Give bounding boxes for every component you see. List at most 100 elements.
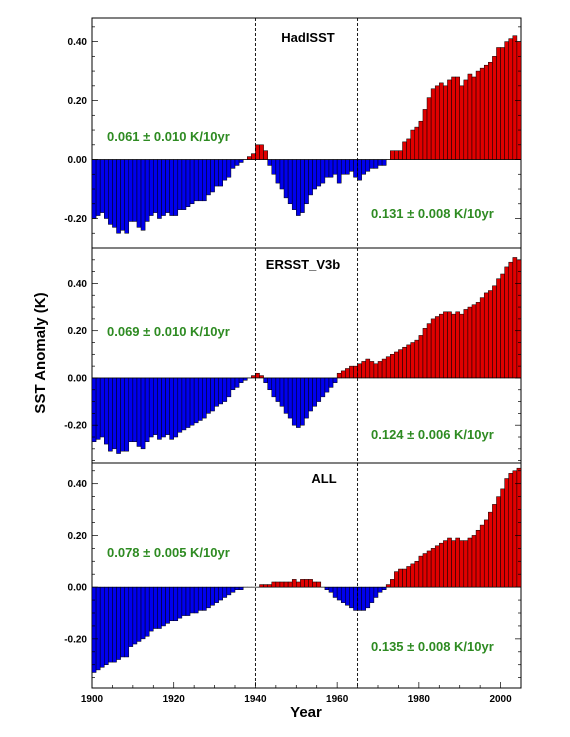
bar <box>459 313 465 379</box>
bar <box>455 311 460 379</box>
bar <box>206 377 211 414</box>
bar <box>463 309 469 379</box>
bar <box>165 159 170 213</box>
bar <box>512 470 518 588</box>
bar <box>255 144 260 160</box>
bar <box>242 377 248 381</box>
bar <box>340 370 346 379</box>
bar <box>406 138 411 160</box>
bar <box>271 159 277 175</box>
bar <box>238 586 244 590</box>
bar <box>488 61 493 160</box>
bar <box>173 159 179 216</box>
bar <box>271 377 277 398</box>
bar <box>475 302 481 379</box>
y-tick-label: 0.40 <box>68 479 88 490</box>
bar <box>504 266 510 379</box>
bar <box>455 537 460 588</box>
bar <box>214 586 219 603</box>
panel-hadisst-title: HadISST <box>281 30 335 45</box>
bar <box>173 377 179 438</box>
bar <box>349 365 354 379</box>
bar <box>373 363 379 379</box>
bar <box>165 586 170 624</box>
y-tick-label: 0.40 <box>68 279 88 290</box>
bar <box>455 76 460 160</box>
bar <box>144 377 150 442</box>
bar <box>369 361 375 379</box>
bar <box>214 377 219 407</box>
bar <box>443 540 448 588</box>
bar <box>161 586 166 627</box>
bar <box>247 156 252 160</box>
panel-hadisst-late-trend: 0.131 ± 0.008 K/10yr <box>371 206 494 221</box>
bar <box>414 339 420 379</box>
bar <box>104 377 109 445</box>
panel-ersst-bars <box>91 257 522 454</box>
bar <box>275 159 281 184</box>
bar <box>361 586 367 611</box>
bar <box>197 586 203 611</box>
bar <box>365 159 371 172</box>
bar <box>218 586 224 601</box>
bar <box>259 584 264 588</box>
bar <box>500 273 505 379</box>
bar <box>181 377 187 431</box>
bar <box>471 535 477 588</box>
bar <box>132 159 138 222</box>
bar <box>471 76 477 160</box>
bar <box>349 159 354 172</box>
bar <box>422 328 428 379</box>
bar <box>177 586 183 619</box>
bar <box>104 586 109 665</box>
bar <box>312 159 317 190</box>
bar <box>169 377 174 440</box>
bar <box>504 41 510 160</box>
bar <box>377 361 383 379</box>
bar <box>467 306 473 379</box>
bar <box>181 586 187 616</box>
bar <box>369 586 375 603</box>
bar <box>222 159 228 181</box>
bar <box>202 159 207 202</box>
bar <box>500 488 505 588</box>
bar <box>181 159 187 210</box>
bar <box>157 586 162 629</box>
bar <box>99 159 105 213</box>
bar <box>447 311 452 379</box>
bar <box>414 561 420 588</box>
bar <box>394 351 399 379</box>
bar <box>304 159 309 205</box>
bar <box>447 537 452 588</box>
bar <box>161 159 166 216</box>
bar <box>467 73 473 160</box>
bar <box>394 571 399 588</box>
bar <box>291 159 297 210</box>
bar <box>132 586 138 645</box>
bar <box>430 548 436 588</box>
bar <box>271 581 277 588</box>
bar <box>287 377 293 419</box>
x-tick-label: 2000 <box>489 694 512 705</box>
bar <box>398 568 403 588</box>
bar <box>353 586 358 611</box>
bar <box>426 97 432 160</box>
bar <box>210 159 215 193</box>
bar <box>177 377 183 433</box>
bar <box>434 316 440 379</box>
bar <box>169 159 174 216</box>
bar <box>226 586 232 596</box>
bar <box>308 159 313 196</box>
bar <box>492 56 497 160</box>
bar <box>483 519 489 588</box>
bar <box>504 478 510 588</box>
bar <box>390 579 395 588</box>
bar <box>128 377 134 442</box>
bar <box>324 586 330 590</box>
bar <box>185 586 191 616</box>
bar <box>108 377 113 452</box>
bar <box>430 318 436 379</box>
bar <box>410 129 416 160</box>
bar <box>136 586 142 642</box>
panel-all-late-trend: 0.135 ± 0.008 K/10yr <box>371 639 494 654</box>
